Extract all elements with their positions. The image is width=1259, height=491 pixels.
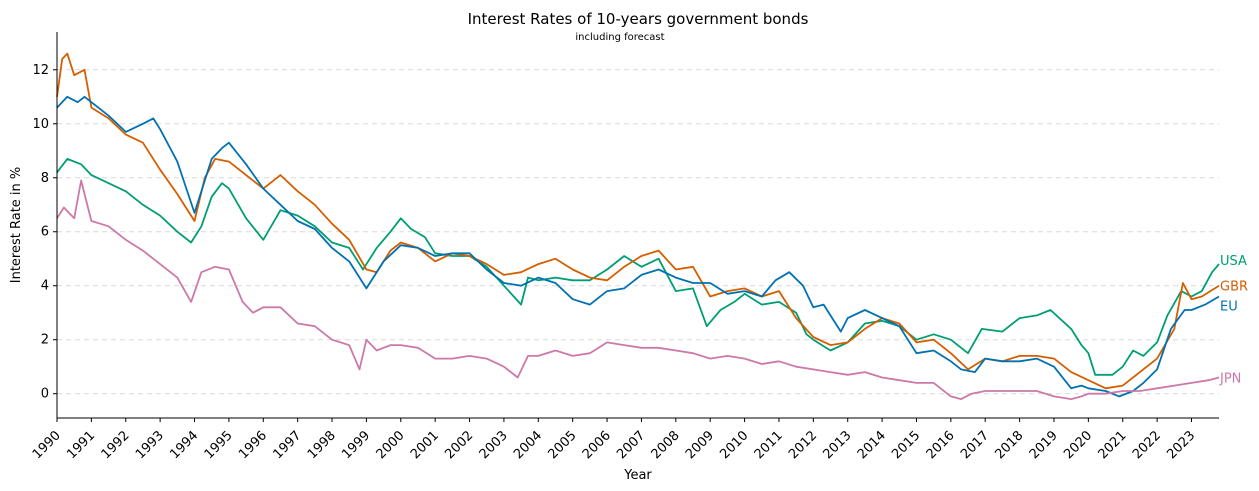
series-line-usa xyxy=(56,158,1220,376)
y-tick-label: 0 xyxy=(41,387,49,402)
series-line-jpn xyxy=(56,179,1220,400)
x-tick-label: 2007 xyxy=(614,428,648,462)
x-tick-label: 1998 xyxy=(305,428,339,462)
x-tick-label: 2005 xyxy=(546,428,580,462)
x-tick-label: 2011 xyxy=(752,428,786,462)
x-tick-label: 2001 xyxy=(408,428,442,462)
x-tick-label: 2008 xyxy=(649,428,683,462)
x-tick-label: 2016 xyxy=(924,428,958,462)
y-tick-label: 2 xyxy=(41,333,49,348)
x-tick-label: 2019 xyxy=(1027,428,1061,462)
x-tick-label: 2002 xyxy=(442,428,476,462)
x-tick-label: 2021 xyxy=(1096,428,1130,462)
series-line-gbr xyxy=(56,52,1220,390)
x-tick-label: 1991 xyxy=(64,428,98,462)
chart-subtitle: including forecast xyxy=(575,32,664,43)
series-lines xyxy=(56,52,1220,400)
x-tick-label: 2023 xyxy=(1164,428,1198,462)
x-tick-label: 2009 xyxy=(683,428,717,462)
x-tick-label: 2020 xyxy=(1061,428,1095,462)
axes xyxy=(56,32,1219,419)
x-tick-label: 2010 xyxy=(717,428,751,462)
x-tick-label: 1992 xyxy=(99,428,133,462)
x-tick-label: 2022 xyxy=(1130,428,1164,462)
x-axis-label: Year xyxy=(623,468,652,483)
y-tick-label: 8 xyxy=(41,171,49,186)
x-tick-label: 2003 xyxy=(477,428,511,462)
series-end-label-eu: EU xyxy=(1220,300,1238,315)
x-tick-label: 1993 xyxy=(133,428,167,462)
series-end-labels: USA GBR EU JPN xyxy=(1219,254,1248,386)
x-tick-label: 2018 xyxy=(992,428,1026,462)
x-tick-label: 1994 xyxy=(167,428,201,462)
y-tick-label: 12 xyxy=(32,63,49,78)
series-end-label-gbr: GBR xyxy=(1220,280,1248,295)
x-tick-label: 2017 xyxy=(958,428,992,462)
y-tick-label: 4 xyxy=(41,279,49,294)
x-tick-label: 2014 xyxy=(855,428,889,462)
x-tick-label: 1999 xyxy=(339,428,373,462)
x-tick-label: 2000 xyxy=(374,428,408,462)
y-tick-label: 6 xyxy=(41,225,49,240)
x-tick-label: 2012 xyxy=(786,428,820,462)
x-tick-label: 2004 xyxy=(511,428,545,462)
x-tick-label: 2006 xyxy=(580,428,614,462)
x-tick-label: 1995 xyxy=(202,428,236,462)
y-axis-label: Interest Rate in % xyxy=(9,167,24,284)
series-end-label-usa: USA xyxy=(1220,254,1247,269)
x-tick-label: 1996 xyxy=(236,428,270,462)
series-line-eu xyxy=(56,95,1220,398)
series-end-label-jpn: JPN xyxy=(1219,372,1241,387)
grid xyxy=(57,69,1219,395)
x-tick-label: 2013 xyxy=(821,428,855,462)
chart-title: Interest Rates of 10-years government bo… xyxy=(468,10,809,28)
x-tick-label: 2015 xyxy=(889,428,923,462)
x-tick-label: 1990 xyxy=(30,428,64,462)
x-tick-label: 1997 xyxy=(270,428,304,462)
y-tick-label: 10 xyxy=(32,117,49,132)
